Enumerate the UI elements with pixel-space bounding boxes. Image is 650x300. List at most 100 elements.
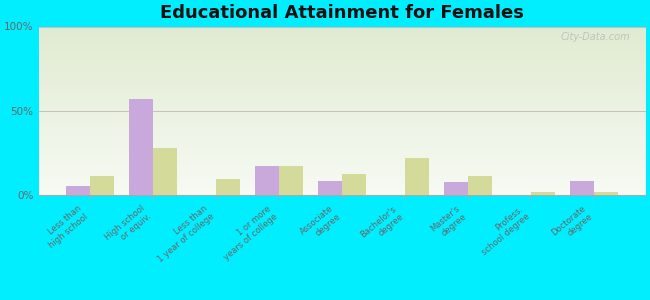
Bar — [38, 57, 646, 59]
Bar — [38, 156, 646, 158]
Bar — [38, 151, 646, 153]
Bar — [38, 180, 646, 182]
Bar — [38, 72, 646, 74]
Bar — [38, 112, 646, 114]
Bar — [129, 99, 153, 195]
Bar — [38, 138, 646, 140]
Bar — [38, 121, 646, 122]
Bar — [38, 67, 646, 69]
Bar — [38, 170, 646, 171]
Bar — [38, 60, 646, 62]
Bar — [38, 97, 646, 99]
Bar — [38, 33, 646, 35]
Bar — [38, 92, 646, 94]
Bar — [38, 55, 646, 57]
Bar — [38, 89, 646, 91]
Bar — [38, 153, 646, 154]
Bar — [38, 167, 646, 168]
Bar — [38, 44, 646, 45]
Bar — [38, 62, 646, 64]
Bar — [38, 158, 646, 160]
Bar — [38, 187, 646, 188]
Bar — [38, 111, 646, 112]
Bar — [38, 168, 646, 170]
Bar — [38, 122, 646, 124]
Bar — [38, 185, 646, 187]
Bar — [38, 107, 646, 109]
Bar — [38, 126, 646, 128]
Bar — [38, 65, 646, 67]
Bar — [38, 85, 646, 87]
Bar — [570, 181, 594, 195]
Bar — [38, 58, 646, 60]
Bar — [38, 50, 646, 52]
Bar — [38, 104, 646, 106]
Bar — [38, 163, 646, 165]
Bar — [38, 28, 646, 30]
Bar — [38, 26, 646, 28]
Bar — [594, 192, 618, 195]
Bar — [38, 160, 646, 161]
Bar — [38, 45, 646, 47]
Bar — [38, 124, 646, 126]
Bar — [38, 96, 646, 97]
Bar — [38, 48, 646, 50]
Bar — [38, 87, 646, 89]
Bar — [38, 182, 646, 183]
Bar — [38, 100, 646, 102]
Bar — [38, 94, 646, 96]
Bar — [66, 186, 90, 195]
Bar — [38, 192, 646, 193]
Bar — [38, 173, 646, 175]
Bar — [38, 47, 646, 48]
Bar — [38, 69, 646, 70]
Bar — [279, 167, 303, 195]
Bar — [445, 182, 468, 195]
Bar — [38, 40, 646, 42]
Bar — [38, 79, 646, 80]
Bar — [38, 99, 646, 100]
Bar — [531, 193, 555, 195]
Bar — [342, 174, 366, 195]
Text: City-Data.com: City-Data.com — [561, 32, 630, 42]
Bar — [38, 143, 646, 144]
Bar — [468, 176, 492, 195]
Bar — [38, 171, 646, 173]
Bar — [318, 181, 342, 195]
Bar — [38, 70, 646, 72]
Bar — [38, 149, 646, 151]
Bar — [405, 158, 429, 195]
Bar — [38, 193, 646, 195]
Bar — [38, 146, 646, 148]
Bar — [38, 53, 646, 55]
Bar — [38, 131, 646, 133]
Bar — [38, 80, 646, 82]
Bar — [38, 38, 646, 40]
Bar — [153, 148, 177, 195]
Legend: Taft, Oklahoma: Taft, Oklahoma — [255, 297, 430, 300]
Bar — [38, 176, 646, 178]
Bar — [38, 119, 646, 121]
Bar — [38, 35, 646, 37]
Bar — [38, 175, 646, 176]
Bar — [38, 75, 646, 77]
Bar — [38, 106, 646, 107]
Bar — [38, 102, 646, 104]
Bar — [38, 109, 646, 111]
Bar — [38, 136, 646, 138]
Bar — [38, 161, 646, 163]
Bar — [38, 190, 646, 192]
Bar — [38, 84, 646, 85]
Bar — [255, 167, 279, 195]
Bar — [38, 165, 646, 167]
Bar — [38, 144, 646, 146]
Bar — [38, 64, 646, 65]
Bar — [38, 118, 646, 119]
Bar — [38, 52, 646, 53]
Bar — [38, 74, 646, 75]
Bar — [38, 134, 646, 136]
Bar — [38, 91, 646, 92]
Bar — [38, 114, 646, 116]
Title: Educational Attainment for Females: Educational Attainment for Females — [161, 4, 524, 22]
Bar — [216, 179, 240, 195]
